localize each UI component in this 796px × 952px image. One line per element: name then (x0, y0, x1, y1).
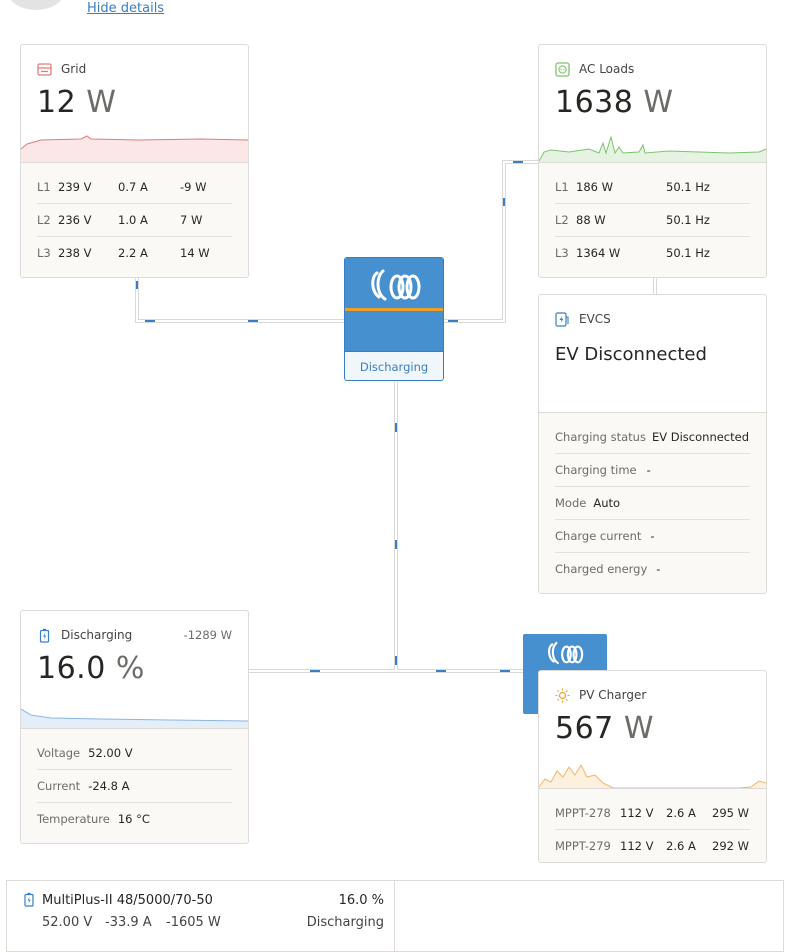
battery-title: Discharging (61, 628, 133, 642)
pv-charger-card[interactable]: PV Charger 567 W MPPT-278 112 V 2.6 A 29… (538, 670, 767, 863)
grid-phase-row: L3 238 V 2.2 A 14 W (37, 245, 210, 260)
battery-header: Discharging (37, 627, 132, 643)
battery-soc: 16.0 % (37, 651, 145, 686)
battery-sparkline (21, 708, 248, 729)
ac-loads-power-value: 1638 (555, 85, 634, 120)
ac-loads-power: 1638 W (555, 85, 674, 120)
battery-icon (37, 628, 52, 643)
device-item-multiplus[interactable]: MultiPlus-II 48/5000/70-50 16.0 % 52.00 … (7, 881, 395, 951)
ac-loads-card[interactable]: AC Loads 1638 W L1 186 W 50.1 Hz L2 88 W… (538, 44, 767, 278)
evcs-row: Charging time - (555, 453, 750, 487)
evcs-row: Charge current - (555, 519, 750, 553)
device-soc: 16.0 % (338, 893, 384, 908)
victron-logo-icon (548, 641, 584, 665)
grid-phase-row: L2 236 V 1.0 A 7 W (37, 203, 232, 237)
pv-title: PV Charger (579, 688, 647, 702)
grid-header: Grid (37, 61, 86, 77)
ac-loads-sparkline (539, 135, 766, 163)
device-name: MultiPlus-II 48/5000/70-50 (42, 893, 213, 908)
ac-phase-row: L1 186 W 50.1 Hz (555, 170, 750, 204)
ev-charger-icon (555, 311, 570, 327)
grid-card[interactable]: Grid 12 W L1 239 V 0.7 A -9 W L2 236 V 1… (20, 44, 249, 278)
evcs-row: Mode Auto (555, 486, 750, 520)
pv-header: PV Charger (555, 687, 646, 703)
device-state: Discharging (306, 915, 384, 930)
evcs-row: Charging status EV Disconnected (555, 420, 750, 454)
ac-phase-row: L2 88 W 50.1 Hz (555, 203, 750, 237)
pv-sparkline (539, 763, 766, 789)
inverter-stripe (345, 308, 443, 311)
inverter-status: Discharging (345, 351, 443, 380)
battery-soc-value: 16.0 (37, 651, 106, 686)
device-voltage: 52.00 V (42, 915, 93, 930)
battery-card[interactable]: Discharging -1289 W 16.0 % Voltage 52.00… (20, 610, 249, 844)
evcs-status: EV Disconnected (555, 344, 707, 365)
grid-power: 12 W (37, 85, 116, 120)
device-current: -33.9 A (105, 915, 152, 930)
battery-row: Temperature 16 °C (37, 811, 150, 826)
pv-power-unit: W (623, 711, 654, 746)
device-power: -1605 W (166, 915, 221, 930)
ac-phase-row: L3 1364 W 50.1 Hz (555, 245, 710, 260)
plug-icon (555, 61, 570, 77)
battery-soc-unit: % (115, 651, 145, 686)
victron-logo-icon (371, 269, 421, 301)
battery-power: -1289 W (183, 628, 232, 642)
evcs-row: Charged energy - (555, 561, 661, 576)
sun-icon (555, 688, 570, 703)
ac-loads-header: AC Loads (555, 61, 634, 77)
mppt-row: MPPT-278 112 V 2.6 A 295 W (555, 796, 750, 830)
grid-title: Grid (61, 62, 87, 76)
device-list: MultiPlus-II 48/5000/70-50 16.0 % 52.00 … (6, 880, 784, 952)
ac-loads-title: AC Loads (579, 62, 635, 76)
mppt-row: MPPT-279 112 V 2.6 A 292 W (555, 838, 749, 853)
inverter-block[interactable]: Discharging (344, 257, 444, 381)
pv-power: 567 W (555, 711, 654, 746)
grid-icon (37, 62, 52, 77)
battery-icon (23, 892, 36, 911)
ac-loads-power-unit: W (643, 85, 674, 120)
grid-phase-row: L1 239 V 0.7 A -9 W (37, 170, 232, 204)
battery-row: Current -24.8 A (37, 769, 232, 803)
battery-row: Voltage 52.00 V (37, 736, 232, 770)
grid-sparkline (21, 135, 248, 163)
grid-power-unit: W (86, 85, 117, 120)
avatar (7, 0, 65, 10)
hide-details-link[interactable]: Hide details (87, 1, 165, 16)
evcs-card[interactable]: EVCS EV Disconnected Charging status EV … (538, 294, 767, 594)
grid-power-value: 12 (37, 85, 77, 120)
evcs-header: EVCS (555, 311, 611, 327)
pv-power-value: 567 (555, 711, 614, 746)
evcs-title: EVCS (579, 312, 611, 326)
